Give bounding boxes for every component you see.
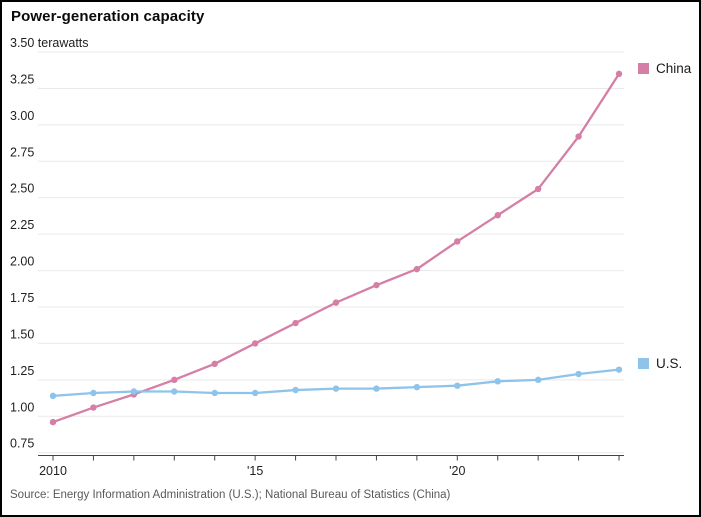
data-point-china-2016	[292, 319, 299, 327]
source-note: Source: Energy Information Administratio…	[10, 489, 451, 501]
y-axis-label: 1.25	[10, 364, 34, 378]
x-axis-label: '20	[449, 464, 465, 478]
y-axis-label: 3.50 terawatts	[10, 36, 89, 50]
data-point-china-2017	[332, 299, 340, 306]
data-point-us-2018	[373, 385, 380, 392]
x-axis-label: 2010	[39, 464, 67, 478]
data-point-china-2018	[373, 281, 380, 289]
y-axis-label: 1.00	[10, 400, 34, 414]
china-swatch-icon	[638, 63, 649, 74]
y-axis-label: 2.25	[10, 218, 34, 232]
data-point-us-2021	[494, 378, 501, 385]
x-axis-label: '15	[247, 464, 263, 478]
y-axis-label: 2.00	[10, 255, 34, 269]
data-point-china-2013	[171, 376, 178, 384]
data-point-us-2011	[90, 389, 97, 397]
data-point-china-2011	[90, 404, 97, 411]
data-point-us-2020	[454, 382, 461, 389]
series-line-china	[51, 72, 621, 424]
data-point-us-2012	[130, 388, 138, 395]
data-point-us-2010	[49, 392, 57, 400]
data-point-us-2014	[211, 389, 218, 397]
legend-china-label: China	[656, 61, 692, 76]
data-point-china-2020	[454, 238, 461, 245]
y-axis-label: 1.50	[10, 327, 34, 341]
legend-china: China	[638, 61, 691, 76]
data-point-china-2022	[534, 185, 542, 193]
data-point-china-2015	[251, 340, 259, 347]
y-axis-label: 3.25	[10, 72, 34, 86]
data-point-us-2013	[171, 388, 178, 395]
data-point-china-2023	[575, 133, 582, 140]
data-point-china-2021	[494, 212, 501, 219]
series-line-us	[51, 368, 621, 398]
y-axis-label: 2.75	[10, 145, 34, 159]
legend-us-label: U.S.	[656, 356, 683, 371]
legend-us: U.S.	[638, 356, 682, 371]
data-point-us-2019	[413, 383, 421, 391]
us-swatch-icon	[638, 358, 649, 369]
y-axis-label: 2.50	[10, 182, 34, 196]
y-axis-label: 0.75	[10, 437, 34, 451]
data-point-us-2024	[615, 366, 623, 373]
y-axis-label: 3.00	[10, 109, 34, 123]
data-point-us-2022	[534, 376, 542, 384]
y-axis-label: 1.75	[10, 291, 34, 305]
data-point-china-2019	[413, 265, 421, 273]
data-point-us-2017	[332, 385, 340, 392]
data-point-china-2014	[211, 360, 218, 368]
data-point-china-2024	[615, 70, 623, 78]
data-point-china-2010	[49, 418, 57, 426]
data-point-us-2015	[251, 389, 259, 397]
chart-title: Power-generation capacity	[11, 8, 205, 25]
data-point-us-2023	[575, 370, 582, 378]
data-point-us-2016	[292, 386, 299, 394]
